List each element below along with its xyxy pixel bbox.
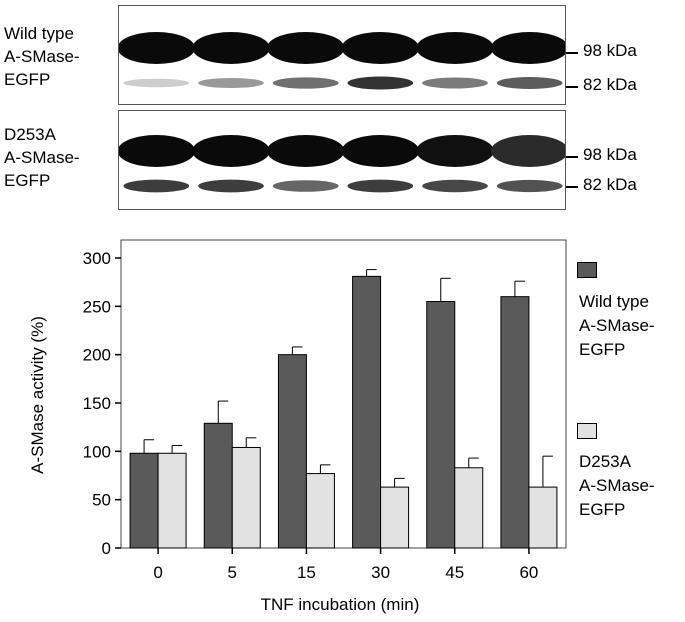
x-tick-label-60: 60 [519,563,538,582]
x-tick-label-0: 0 [153,563,162,582]
d253a-band-98-lane-2 [192,135,270,167]
d253a-band-82-lane-6 [496,179,563,193]
wt-band-82-lane-6 [496,77,563,89]
bar-wt-45 [426,301,456,549]
wt-label-line-1: Wild type [4,24,74,43]
bar-d253a-15 [305,473,335,549]
d253a-band-82-lane-1 [123,179,190,193]
wt-label-line-3: EGFP [4,70,51,89]
bar-wt-30 [352,275,382,549]
bar-wt-15 [277,354,307,549]
wt-98-marker [566,52,578,54]
legend-swatch-wild-type [577,262,597,278]
bar-wt-60 [500,296,530,549]
wt-band-98-lane-4 [341,32,420,64]
y-tick-label-100: 100 [83,442,111,461]
d253a-98-marker [566,156,578,158]
d253a-label-line-1: D253A [4,125,56,144]
x-axis-title: TNF incubation (min) [260,595,420,614]
x-tick-label-45: 45 [445,563,464,582]
d253a-band-98-lane-4 [341,135,420,167]
d253a-band-98-lane-1 [119,135,196,167]
y-tick-label-150: 150 [83,394,111,413]
d253a-band-82-lane-2 [198,179,264,193]
wt-82-label: 82 kDa [583,75,637,94]
d253a-label-line-2: A-SMase- [4,148,80,167]
legend-d253a-line-1: D253A [579,452,631,471]
wt-band-82-lane-2 [198,77,264,89]
wt-98-label: 98 kDa [583,41,637,60]
d253a-band-82-lane-4 [347,179,414,193]
plot-frame [120,239,567,549]
wt-blot-panel [118,5,566,105]
wt-band-98-lane-3 [266,32,345,64]
wt-band-98-lane-6 [490,32,565,64]
legend-wt-line-2: A-SMase- [579,316,655,335]
y-tick-label-50: 50 [92,491,111,510]
bar-wt-0 [129,452,159,549]
wt-band-82-lane-1 [123,78,190,88]
d253a-blot-panel [118,110,566,210]
legend-entry-wild-type: Wild type A-SMase- EGFP [579,290,655,362]
bar-d253a-60 [528,486,558,549]
legend-wt-line-1: Wild type [579,292,649,311]
wt-band-98-lane-2 [192,32,270,64]
wt-band-82-lane-3 [272,77,339,89]
x-tick-label-30: 30 [371,563,390,582]
wt-band-82-lane-4 [347,76,414,90]
y-tick-label-0: 0 [102,539,111,558]
wt-band-98-lane-1 [119,32,196,64]
wt-82-marker [566,86,578,88]
bar-wt-5 [203,422,233,549]
x-tick-label-5: 5 [228,563,237,582]
y-tick-label-200: 200 [83,346,111,365]
x-tick-label-15: 15 [297,563,316,582]
y-tick-label-300: 300 [83,249,111,268]
d253a-98-label: 98 kDa [583,145,637,164]
legend-swatch-d253a [577,423,597,439]
d253a-band-98-lane-5 [416,135,494,167]
bar-d253a-0 [157,452,187,549]
wt-band-98-lane-5 [416,32,494,64]
legend-d253a-line-2: A-SMase- [579,476,655,495]
wt-label-line-2: A-SMase- [4,47,80,66]
d253a-82-marker [566,186,578,188]
d253a-label-line-3: EGFP [4,171,51,190]
d253a-blot-image [119,135,565,193]
legend-d253a-line-3: EGFP [579,500,626,519]
wt-band-82-lane-5 [422,77,488,89]
bar-d253a-5 [231,446,261,549]
d253a-blot-label: D253A A-SMase- EGFP [4,123,80,192]
d253a-band-98-lane-6 [490,135,565,167]
d253a-82-label: 82 kDa [583,175,637,194]
wt-blot-label: Wild type A-SMase- EGFP [4,22,80,91]
d253a-band-82-lane-3 [272,180,339,192]
y-axis-title: A-SMase activity (%) [28,316,47,474]
y-tick-label-250: 250 [83,297,111,316]
d253a-band-98-lane-3 [266,135,345,167]
legend-wt-line-3: EGFP [579,340,626,359]
legend-entry-d253a: D253A A-SMase- EGFP [579,450,655,522]
wt-blot-image [119,32,565,90]
bar-d253a-30 [380,486,410,549]
bar-d253a-45 [454,467,484,549]
d253a-band-82-lane-5 [422,179,488,193]
